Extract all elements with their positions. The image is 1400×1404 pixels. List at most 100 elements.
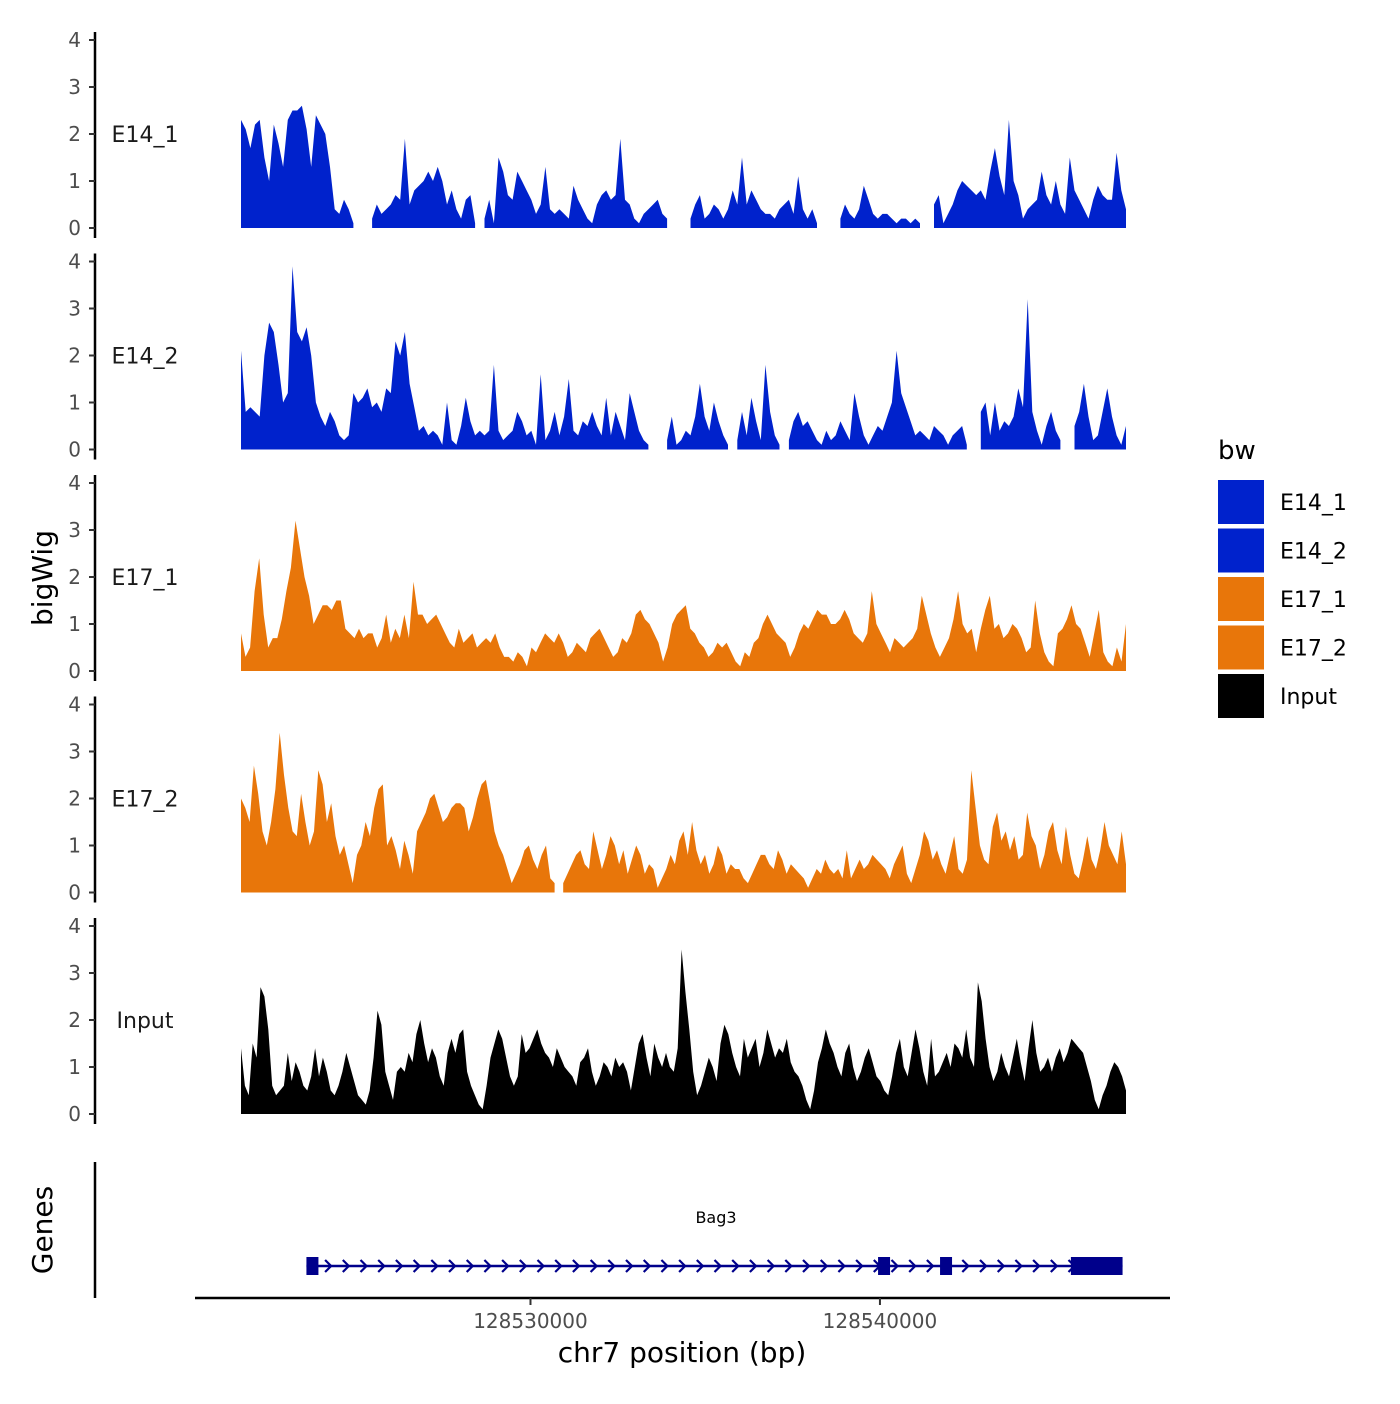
track-label: E14_2 xyxy=(112,345,179,370)
y-tick-label: 3 xyxy=(68,75,81,99)
track-label: E17_1 xyxy=(112,566,179,591)
legend-label: E14_1 xyxy=(1280,491,1347,516)
signal-area-input xyxy=(241,949,1126,1114)
genes-track-title: Genes xyxy=(26,1186,59,1274)
strand-arrow-icon xyxy=(979,1259,988,1273)
strand-arrow-icon xyxy=(342,1259,351,1273)
strand-arrow-icon xyxy=(625,1259,634,1273)
strand-arrow-icon xyxy=(448,1259,457,1273)
y-tick-label: 2 xyxy=(68,565,81,589)
signal-area-e14_1 xyxy=(372,138,476,228)
legend-key-e17_1 xyxy=(1218,577,1264,621)
strand-arrow-icon xyxy=(819,1259,829,1273)
signal-area-e14_2 xyxy=(737,364,780,450)
x-axis-title: chr7 position (bp) xyxy=(558,1336,807,1369)
strand-arrow-icon xyxy=(536,1259,546,1273)
strand-arrow-icon xyxy=(324,1259,333,1273)
y-tick-label: 0 xyxy=(68,216,81,240)
signal-area-e17_2 xyxy=(563,770,1126,893)
strand-arrow-icon xyxy=(589,1259,599,1273)
track-label: E17_2 xyxy=(112,788,179,813)
strand-arrow-icon xyxy=(660,1259,669,1273)
x-tick-label: 128530000 xyxy=(473,1309,588,1333)
legend-key-input xyxy=(1218,674,1264,718)
strand-arrow-icon xyxy=(696,1259,705,1273)
strand-arrow-icon xyxy=(395,1259,404,1273)
legend: bw E14_1 E14_2 E17_1 E17_2 Input xyxy=(1218,436,1347,718)
y-tick-label: 1 xyxy=(68,169,81,193)
strand-arrow-icon xyxy=(607,1259,616,1273)
gene-label: Bag3 xyxy=(695,1208,736,1227)
track-e14_2: 0 1 2 3 4 E14_2 xyxy=(68,250,1126,462)
strand-arrow-icon xyxy=(377,1259,386,1273)
y-tick-label: 1 xyxy=(68,1055,81,1079)
strand-arrow-icon xyxy=(572,1259,581,1273)
y-tick-label: 3 xyxy=(68,297,81,321)
signal-area-e14_1 xyxy=(241,105,354,228)
legend-title: bw xyxy=(1218,436,1256,466)
legend-key-e17_2 xyxy=(1218,625,1264,670)
strand-arrow-icon xyxy=(554,1259,563,1273)
strand-arrow-icon xyxy=(890,1259,900,1273)
strand-arrow-icon xyxy=(855,1259,864,1273)
y-tick-label: 3 xyxy=(68,961,81,985)
legend-label: E17_1 xyxy=(1280,588,1347,613)
y-tick-label: 4 xyxy=(68,250,81,274)
gene-exon xyxy=(940,1257,953,1275)
track-input: 0 1 2 3 4 Input xyxy=(68,914,1126,1126)
strand-arrow-icon xyxy=(713,1259,723,1273)
strand-arrow-icon xyxy=(784,1259,793,1273)
track-e17_1: 0 1 2 3 4 E17_1 xyxy=(68,471,1126,683)
track-label: E14_1 xyxy=(112,123,179,148)
gene-exon xyxy=(1070,1257,1123,1275)
strand-arrow-icon xyxy=(837,1259,846,1273)
signal-area-e14_2 xyxy=(241,266,649,450)
strand-arrow-icon xyxy=(926,1259,935,1273)
gene-exon xyxy=(878,1257,891,1275)
y-tick-label: 0 xyxy=(68,438,81,462)
genes-track: Genes Bag3 xyxy=(26,1162,1123,1298)
strand-arrow-icon xyxy=(1032,1259,1041,1273)
y-tick-label: 0 xyxy=(68,1102,81,1126)
x-tick-label: 128540000 xyxy=(823,1309,938,1333)
legend-label: Input xyxy=(1280,685,1337,710)
legend-key-e14_2 xyxy=(1218,528,1264,573)
strand-arrow-icon xyxy=(961,1259,970,1273)
strand-arrow-icon xyxy=(501,1259,510,1273)
signal-area-e14_1 xyxy=(840,185,920,228)
y-tick-label: 3 xyxy=(68,740,81,764)
track-e17_2: 0 1 2 3 4 E17_2 xyxy=(68,693,1126,905)
strand-arrow-icon xyxy=(802,1259,811,1273)
y-tick-label: 2 xyxy=(68,787,81,811)
y-tick-label: 2 xyxy=(68,344,81,368)
strand-arrow-icon xyxy=(519,1259,528,1273)
signal-area-e14_2 xyxy=(980,299,1061,450)
signal-area-e14_2 xyxy=(1074,383,1126,450)
strand-arrow-icon xyxy=(359,1259,369,1273)
strand-arrow-icon xyxy=(678,1259,687,1273)
signal-area-e17_2 xyxy=(241,732,555,893)
strand-arrow-icon xyxy=(483,1259,492,1273)
signal-area-e17_1 xyxy=(241,520,1126,671)
strand-arrow-icon xyxy=(996,1259,1006,1273)
signal-area-e14_2 xyxy=(788,350,967,450)
strand-arrow-icon xyxy=(1050,1259,1059,1273)
strand-arrow-icon xyxy=(465,1259,475,1273)
signal-area-e14_1 xyxy=(934,119,1126,228)
strand-arrow-icon xyxy=(731,1259,740,1273)
y-tick-label: 3 xyxy=(68,518,81,542)
signal-area-e14_2 xyxy=(667,383,728,450)
legend-label: E17_2 xyxy=(1280,637,1347,662)
y-tick-label: 4 xyxy=(68,471,81,495)
strand-arrow-icon xyxy=(749,1259,758,1273)
legend-label: E14_2 xyxy=(1280,540,1347,565)
y-tick-label: 2 xyxy=(68,122,81,146)
strand-arrow-icon xyxy=(1014,1259,1023,1273)
y-tick-label: 4 xyxy=(68,28,81,52)
y-tick-label: 2 xyxy=(68,1008,81,1032)
signal-area-e14_1 xyxy=(484,138,668,228)
x-axis: chr7 position (bp) 128530000 128540000 xyxy=(195,1296,1170,1369)
strand-arrow-icon xyxy=(430,1259,439,1273)
